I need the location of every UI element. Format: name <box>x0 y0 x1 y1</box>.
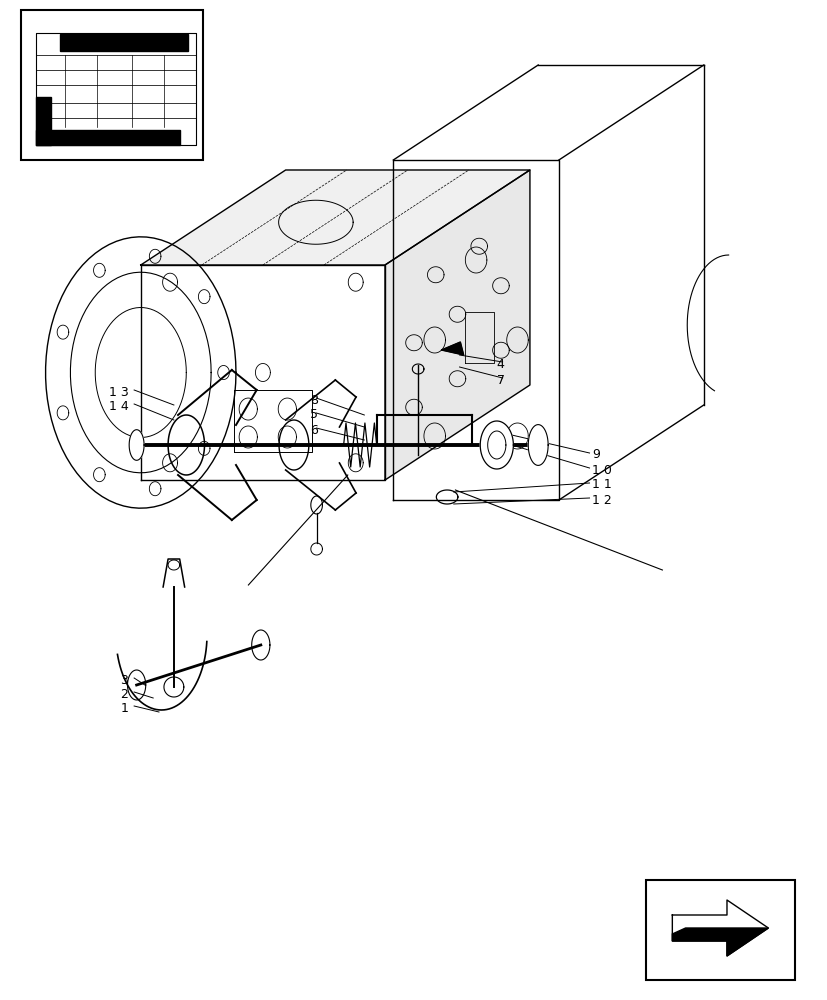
Text: 8: 8 <box>310 393 318 406</box>
Polygon shape <box>672 928 767 956</box>
Polygon shape <box>480 421 513 469</box>
Bar <box>645 880 794 980</box>
Polygon shape <box>141 265 385 480</box>
Polygon shape <box>672 900 767 956</box>
Text: 4: 4 <box>496 359 504 371</box>
Text: 6: 6 <box>310 424 318 436</box>
Bar <box>21 10 203 160</box>
Text: 1 2: 1 2 <box>591 493 611 506</box>
Text: 1 4: 1 4 <box>108 399 128 412</box>
Polygon shape <box>36 97 50 145</box>
Text: 9: 9 <box>591 448 600 462</box>
Polygon shape <box>36 130 179 145</box>
Polygon shape <box>141 170 529 265</box>
Text: 1 1: 1 1 <box>591 479 611 491</box>
Polygon shape <box>385 170 529 480</box>
Polygon shape <box>129 430 144 460</box>
Text: 3: 3 <box>120 674 128 686</box>
Text: 1: 1 <box>120 702 128 714</box>
Polygon shape <box>528 425 547 465</box>
Text: 2: 2 <box>120 688 128 700</box>
Polygon shape <box>441 342 463 355</box>
Text: 1 3: 1 3 <box>108 385 128 398</box>
Text: 5: 5 <box>310 408 318 422</box>
Polygon shape <box>60 34 188 50</box>
Text: 7: 7 <box>496 373 504 386</box>
Polygon shape <box>233 390 311 452</box>
Text: 1 0: 1 0 <box>591 464 611 477</box>
